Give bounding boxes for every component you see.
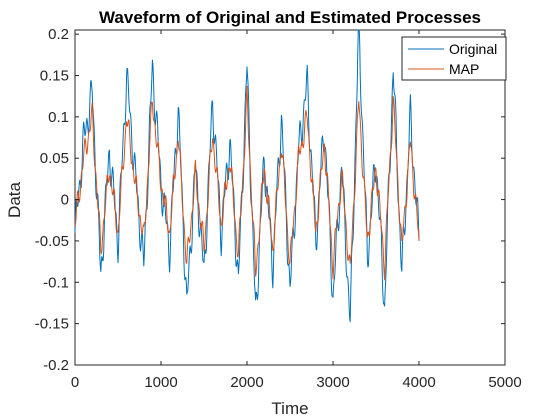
axes-box — [74, 29, 506, 366]
series-line-original — [74, 29, 420, 323]
chart-title: Waveform of Original and Estimated Proce… — [99, 8, 481, 27]
y-tick-label: -0.15 — [35, 316, 69, 333]
y-tick-label: 0 — [61, 192, 69, 209]
legend-label-original: Original — [449, 41, 497, 57]
x-tick-label: 0 — [71, 374, 79, 391]
plot-area: 0 1000 2000 3000 4000 5000 -0.2 -0.15 -0.1 -0.05… — [35, 26, 522, 391]
x-tick-label: 1000 — [144, 374, 177, 391]
series-line-map — [74, 85, 420, 281]
x-axis-ticks: 0 1000 2000 3000 4000 5000 — [71, 30, 522, 391]
y-tick-label: -0.2 — [43, 357, 69, 374]
y-tick-label: 0.15 — [40, 67, 69, 84]
x-tick-label: 3000 — [316, 374, 349, 391]
legend-box — [401, 36, 507, 81]
x-tick-label: 2000 — [230, 374, 263, 391]
y-tick-label: 0.2 — [48, 26, 69, 43]
x-tick-label: 5000 — [488, 374, 521, 391]
y-tick-label: -0.05 — [35, 233, 69, 250]
legend: Original MAP — [401, 36, 507, 81]
y-tick-label: 0.05 — [40, 150, 69, 167]
x-axis-label: Time — [271, 399, 308, 418]
y-tick-label: -0.1 — [43, 274, 69, 291]
legend-label-map: MAP — [449, 61, 479, 77]
series-layer — [74, 29, 420, 323]
x-tick-label: 4000 — [402, 374, 435, 391]
y-tick-label: 0.1 — [48, 109, 69, 126]
y-axis-label: Data — [5, 182, 24, 218]
y-axis-ticks: -0.2 -0.15 -0.1 -0.05 0 0.05 0.1 0.15 0.2 — [35, 26, 505, 374]
